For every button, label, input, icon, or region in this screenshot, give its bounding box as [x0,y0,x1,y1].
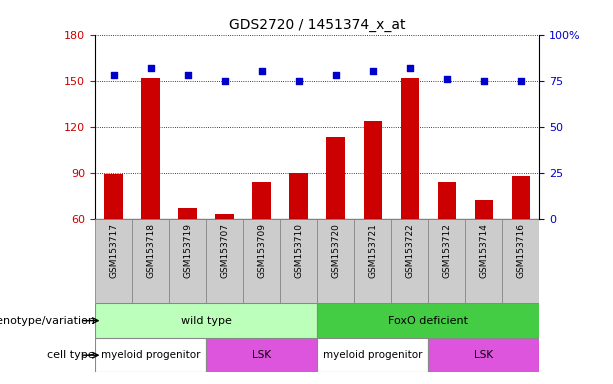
Text: myeloid progenitor: myeloid progenitor [101,350,200,360]
Text: FoxO deficient: FoxO deficient [388,316,468,326]
Bar [354,219,391,303]
Text: GSM153709: GSM153709 [257,223,266,278]
Bar [318,303,539,338]
Text: GSM153718: GSM153718 [146,223,155,278]
Bar [169,219,206,303]
Text: GSM153707: GSM153707 [220,223,229,278]
Point [219,78,229,84]
Point [109,72,118,78]
Bar [253,182,271,219]
Text: GSM153719: GSM153719 [183,223,192,278]
Text: GSM153720: GSM153720 [331,223,340,278]
Text: wild type: wild type [181,316,232,326]
Point [405,65,415,71]
Bar [215,214,234,219]
Bar [142,78,160,219]
Text: myeloid progenitor: myeloid progenitor [323,350,422,360]
Bar [132,219,169,303]
Bar [438,182,456,219]
Text: GSM153714: GSM153714 [479,223,489,278]
Text: GSM153710: GSM153710 [294,223,303,278]
Bar [428,219,465,303]
Point [442,76,452,82]
Text: genotype/variation: genotype/variation [0,316,95,326]
Bar [95,219,132,303]
Bar [474,200,493,219]
Bar [512,176,530,219]
Bar [503,219,539,303]
Point [479,78,489,84]
Text: GSM153712: GSM153712 [443,223,451,278]
Bar [318,219,354,303]
Text: cell type: cell type [47,350,95,360]
Point [516,78,526,84]
Bar [104,174,123,219]
Text: LSK: LSK [252,350,271,360]
Bar [206,338,318,372]
Point [146,65,156,71]
Point [294,78,303,84]
Bar [95,338,206,372]
Text: LSK: LSK [474,350,493,360]
Text: GSM153716: GSM153716 [516,223,525,278]
Bar [206,219,243,303]
Bar [318,338,428,372]
Point [331,72,341,78]
Bar [327,137,345,219]
Bar [428,338,539,372]
Point [368,68,378,74]
Bar [465,219,503,303]
Bar [243,219,280,303]
Point [257,68,267,74]
Bar [178,208,197,219]
Point [183,72,192,78]
Title: GDS2720 / 1451374_x_at: GDS2720 / 1451374_x_at [229,18,405,32]
Bar [364,121,382,219]
Bar [280,219,318,303]
Text: GSM153721: GSM153721 [368,223,377,278]
Bar [400,78,419,219]
Text: GSM153717: GSM153717 [109,223,118,278]
Bar [391,219,428,303]
Bar [95,303,318,338]
Text: GSM153722: GSM153722 [405,223,414,278]
Bar [289,173,308,219]
